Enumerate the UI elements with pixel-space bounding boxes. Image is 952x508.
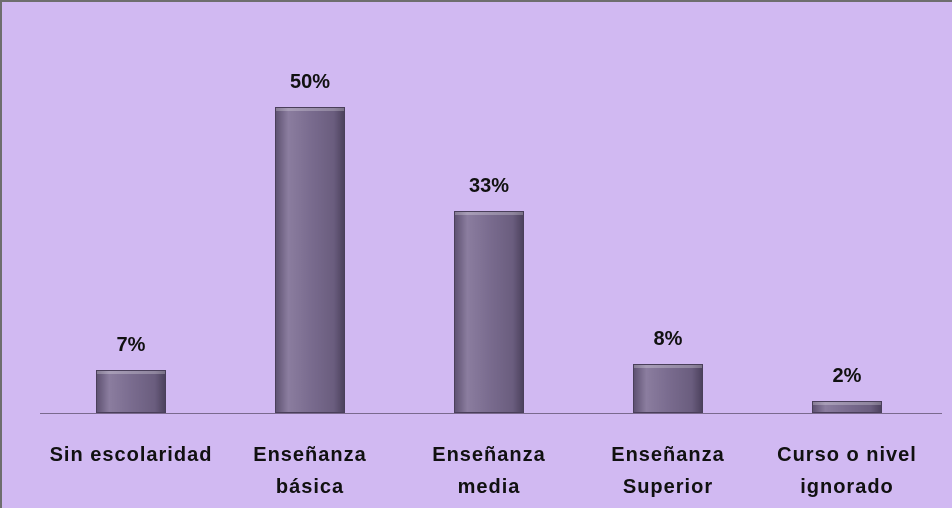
value-label: 8% xyxy=(653,328,683,351)
category-label: Enseñanza Superior xyxy=(611,444,725,498)
category-label: Sin escolaridad xyxy=(49,444,213,466)
value-label: 33% xyxy=(468,175,510,198)
bar xyxy=(275,107,345,413)
category-label: Enseñanza básica xyxy=(253,444,367,498)
value-label: 7% xyxy=(116,334,146,357)
value-label: 2% xyxy=(832,364,862,387)
bar xyxy=(96,370,166,413)
bar xyxy=(633,364,703,413)
category-label: Curso o nivel ignorado xyxy=(777,444,917,498)
baseline xyxy=(40,413,942,414)
bar xyxy=(812,400,882,413)
value-label: 50% xyxy=(289,71,331,93)
category-label: Enseñanza media xyxy=(432,444,546,498)
bar xyxy=(454,211,524,413)
